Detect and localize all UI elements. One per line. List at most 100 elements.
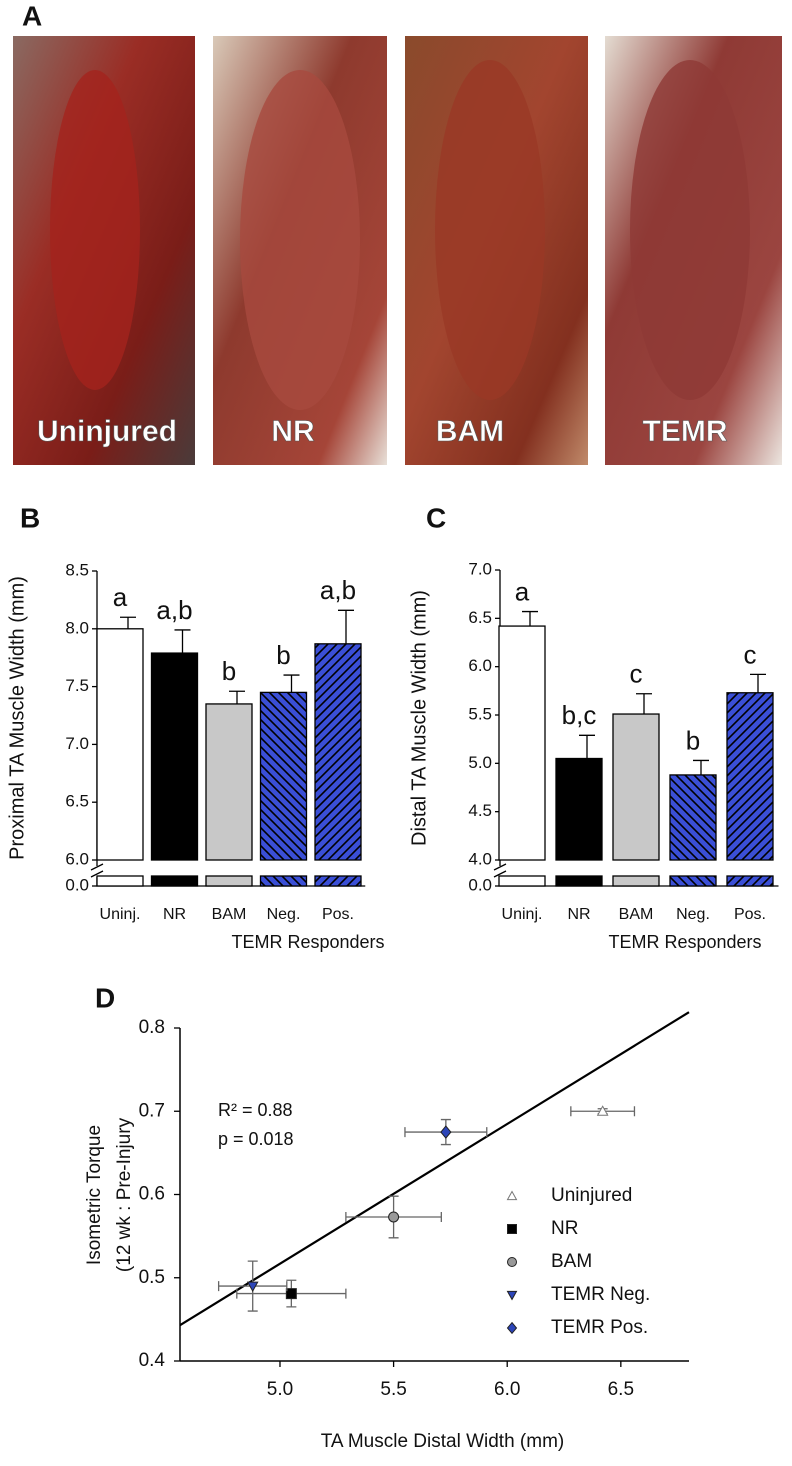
y-tick-label: 4.0 xyxy=(468,849,492,868)
hatch xyxy=(727,876,773,886)
legend-marker xyxy=(506,1190,518,1201)
y-tick-label: 0.6 xyxy=(139,1184,165,1205)
y-tick-label: 0.0 xyxy=(468,875,492,894)
x-group-label: TEMR Responders xyxy=(608,932,761,952)
legend-label: NR xyxy=(551,1218,578,1239)
significance-letter: a,b xyxy=(320,575,356,605)
x-tick-label: 5.5 xyxy=(380,1379,406,1400)
legend-marker xyxy=(507,1257,518,1267)
hatch xyxy=(260,876,307,886)
hatch xyxy=(260,692,307,860)
legend-label: TEMR Pos. xyxy=(551,1317,648,1338)
legend-label: TEMR Neg. xyxy=(551,1284,650,1305)
point xyxy=(246,1281,259,1293)
photo-label: BAM xyxy=(436,415,504,448)
x-tick-label: 6.0 xyxy=(494,1379,520,1400)
error-bar xyxy=(522,610,538,627)
y-tick-label: 7.5 xyxy=(65,676,89,695)
y-tick-label: 0.4 xyxy=(139,1350,166,1371)
photo-label: Uninjured xyxy=(37,415,177,448)
legend-marker xyxy=(506,1321,518,1335)
x-tick-label: Neg. xyxy=(676,906,710,923)
y-tick-label: 8.5 xyxy=(65,560,89,579)
y-tick-label: 8.0 xyxy=(65,618,89,637)
x-tick-label: BAM xyxy=(619,906,654,923)
bar-stub xyxy=(498,875,546,887)
x-tick-label: Neg. xyxy=(267,906,301,923)
significance-letter: b xyxy=(222,656,236,686)
hatch xyxy=(315,876,361,886)
muscle xyxy=(630,60,750,400)
x-tick-label: Uninj. xyxy=(502,906,543,923)
y-tick-label: 6.5 xyxy=(65,792,89,811)
panel-label: B xyxy=(20,502,40,533)
point xyxy=(596,1105,609,1116)
x-tick-label: Uninj. xyxy=(100,906,141,923)
bar xyxy=(498,625,546,861)
error-bar xyxy=(636,693,652,715)
error-bar xyxy=(120,616,136,629)
error-bar xyxy=(174,629,191,654)
panel-label: C xyxy=(426,502,446,533)
error-bar xyxy=(229,690,245,704)
bar-stub xyxy=(555,875,603,887)
y-axis-label: (12 wk : Pre-Injury xyxy=(114,1117,135,1272)
y-axis-label: Isometric Torque xyxy=(84,1125,105,1265)
axis-break xyxy=(493,863,507,871)
bar-stub xyxy=(150,875,199,887)
y-tick-label: 7.0 xyxy=(65,734,89,753)
muscle xyxy=(240,70,360,410)
x-tick-label: Pos. xyxy=(322,906,354,923)
bar xyxy=(150,652,199,861)
fit-line xyxy=(179,1011,690,1327)
photos xyxy=(13,36,782,465)
bar xyxy=(555,757,603,861)
annotation: R² = 0.88 xyxy=(218,1100,293,1120)
axis-break xyxy=(90,863,104,871)
y-axis-label: Proximal TA Muscle Width (mm) xyxy=(6,576,28,860)
significance-letter: b,c xyxy=(562,700,597,730)
legend-marker xyxy=(506,1290,518,1301)
x-group-label: TEMR Responders xyxy=(231,932,384,952)
x-tick-label: 6.5 xyxy=(608,1379,634,1400)
annotation: p = 0.018 xyxy=(218,1129,294,1149)
y-tick-label: 6.0 xyxy=(468,656,492,675)
error-bar xyxy=(579,734,595,759)
y-tick-label: 5.0 xyxy=(468,753,492,772)
hatch xyxy=(315,643,361,860)
y-tick-label: 5.5 xyxy=(468,704,492,723)
x-tick-label: Pos. xyxy=(734,906,766,923)
y-tick-label: 0.5 xyxy=(139,1267,165,1288)
hatch xyxy=(670,876,716,886)
photo-label: NR xyxy=(271,415,315,448)
hatch xyxy=(670,774,716,860)
muscle xyxy=(50,70,140,390)
photo-label: TEMR xyxy=(643,415,728,448)
bar xyxy=(96,628,144,861)
muscle xyxy=(435,60,545,400)
panel-label: D xyxy=(95,982,115,1013)
point xyxy=(285,1288,297,1300)
bar-stub xyxy=(205,875,253,887)
significance-letter: c xyxy=(630,659,643,689)
legend-label: BAM xyxy=(551,1251,592,1272)
y-axis-label: Distal TA Muscle Width (mm) xyxy=(408,590,430,846)
y-tick-label: 0.0 xyxy=(65,875,89,894)
error-bar xyxy=(693,759,709,775)
y-tick-label: 0.7 xyxy=(139,1100,165,1121)
hatch xyxy=(727,692,773,860)
significance-letter: b xyxy=(686,725,700,755)
y-tick-label: 4.5 xyxy=(468,801,492,820)
panel-label: A xyxy=(22,0,42,31)
axis-break xyxy=(493,870,507,878)
bar xyxy=(205,703,253,861)
error-bar xyxy=(338,609,354,644)
point xyxy=(388,1211,400,1223)
legend-marker xyxy=(507,1224,517,1234)
x-tick-label: NR xyxy=(567,906,590,923)
x-tick-label: BAM xyxy=(212,906,247,923)
y-tick-label: 7.0 xyxy=(468,559,492,578)
y-tick-label: 6.0 xyxy=(65,849,89,868)
significance-letter: a xyxy=(515,576,530,606)
